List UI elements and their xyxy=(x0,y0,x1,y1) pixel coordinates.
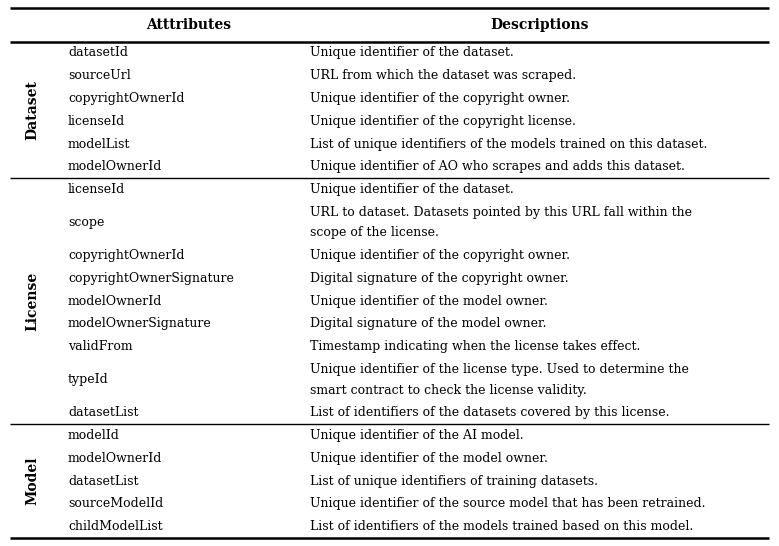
Text: List of identifiers of the models trained based on this model.: List of identifiers of the models traine… xyxy=(310,520,693,533)
Text: modelOwnerSignature: modelOwnerSignature xyxy=(68,317,212,330)
Text: copyrightOwnerId: copyrightOwnerId xyxy=(68,249,185,262)
Text: modelOwnerId: modelOwnerId xyxy=(68,161,162,174)
Text: modelList: modelList xyxy=(68,138,130,151)
Text: List of unique identifiers of training datasets.: List of unique identifiers of training d… xyxy=(310,474,598,488)
Text: URL from which the dataset was scraped.: URL from which the dataset was scraped. xyxy=(310,69,576,82)
Text: modelOwnerId: modelOwnerId xyxy=(68,452,162,465)
Text: Unique identifier of the source model that has been retrained.: Unique identifier of the source model th… xyxy=(310,497,706,511)
Text: Model: Model xyxy=(25,457,39,505)
Text: childModelList: childModelList xyxy=(68,520,163,533)
Text: Unique identifier of AO who scrapes and adds this dataset.: Unique identifier of AO who scrapes and … xyxy=(310,161,685,174)
Text: Digital signature of the copyright owner.: Digital signature of the copyright owner… xyxy=(310,272,569,285)
Text: Atttributes: Atttributes xyxy=(146,18,231,32)
Text: License: License xyxy=(25,271,39,331)
Text: Unique identifier of the model owner.: Unique identifier of the model owner. xyxy=(310,295,548,308)
Text: Unique identifier of the copyright owner.: Unique identifier of the copyright owner… xyxy=(310,92,570,105)
Text: smart contract to check the license validity.: smart contract to check the license vali… xyxy=(310,384,587,396)
Text: sourceModelId: sourceModelId xyxy=(68,497,164,511)
Text: modelOwnerId: modelOwnerId xyxy=(68,295,162,308)
Text: Unique identifier of the dataset.: Unique identifier of the dataset. xyxy=(310,46,513,60)
Text: List of unique identifiers of the models trained on this dataset.: List of unique identifiers of the models… xyxy=(310,138,707,151)
Text: copyrightOwnerSignature: copyrightOwnerSignature xyxy=(68,272,234,285)
Text: List of identifiers of the datasets covered by this license.: List of identifiers of the datasets cove… xyxy=(310,406,669,419)
Text: datasetId: datasetId xyxy=(68,46,128,60)
Text: Timestamp indicating when the license takes effect.: Timestamp indicating when the license ta… xyxy=(310,340,640,353)
Text: Unique identifier of the AI model.: Unique identifier of the AI model. xyxy=(310,429,523,442)
Text: Unique identifier of the model owner.: Unique identifier of the model owner. xyxy=(310,452,548,465)
Text: modelId: modelId xyxy=(68,429,120,442)
Text: licenseId: licenseId xyxy=(68,183,125,196)
Text: URL to dataset. Datasets pointed by this URL fall within the: URL to dataset. Datasets pointed by this… xyxy=(310,206,692,219)
Text: copyrightOwnerId: copyrightOwnerId xyxy=(68,92,185,105)
Text: scope of the license.: scope of the license. xyxy=(310,227,439,240)
Text: Unique identifier of the copyright owner.: Unique identifier of the copyright owner… xyxy=(310,249,570,262)
Text: Unique identifier of the dataset.: Unique identifier of the dataset. xyxy=(310,183,513,196)
Text: licenseId: licenseId xyxy=(68,115,125,128)
Text: scope: scope xyxy=(68,216,104,229)
Text: typeId: typeId xyxy=(68,373,109,386)
Text: sourceUrl: sourceUrl xyxy=(68,69,131,82)
Text: Unique identifier of the copyright license.: Unique identifier of the copyright licen… xyxy=(310,115,576,128)
Text: Digital signature of the model owner.: Digital signature of the model owner. xyxy=(310,317,547,330)
Text: validFrom: validFrom xyxy=(68,340,132,353)
Text: datasetList: datasetList xyxy=(68,406,139,419)
Text: Unique identifier of the license type. Used to determine the: Unique identifier of the license type. U… xyxy=(310,363,689,376)
Text: Descriptions: Descriptions xyxy=(490,18,589,32)
Text: Dataset: Dataset xyxy=(25,80,39,140)
Text: datasetList: datasetList xyxy=(68,474,139,488)
